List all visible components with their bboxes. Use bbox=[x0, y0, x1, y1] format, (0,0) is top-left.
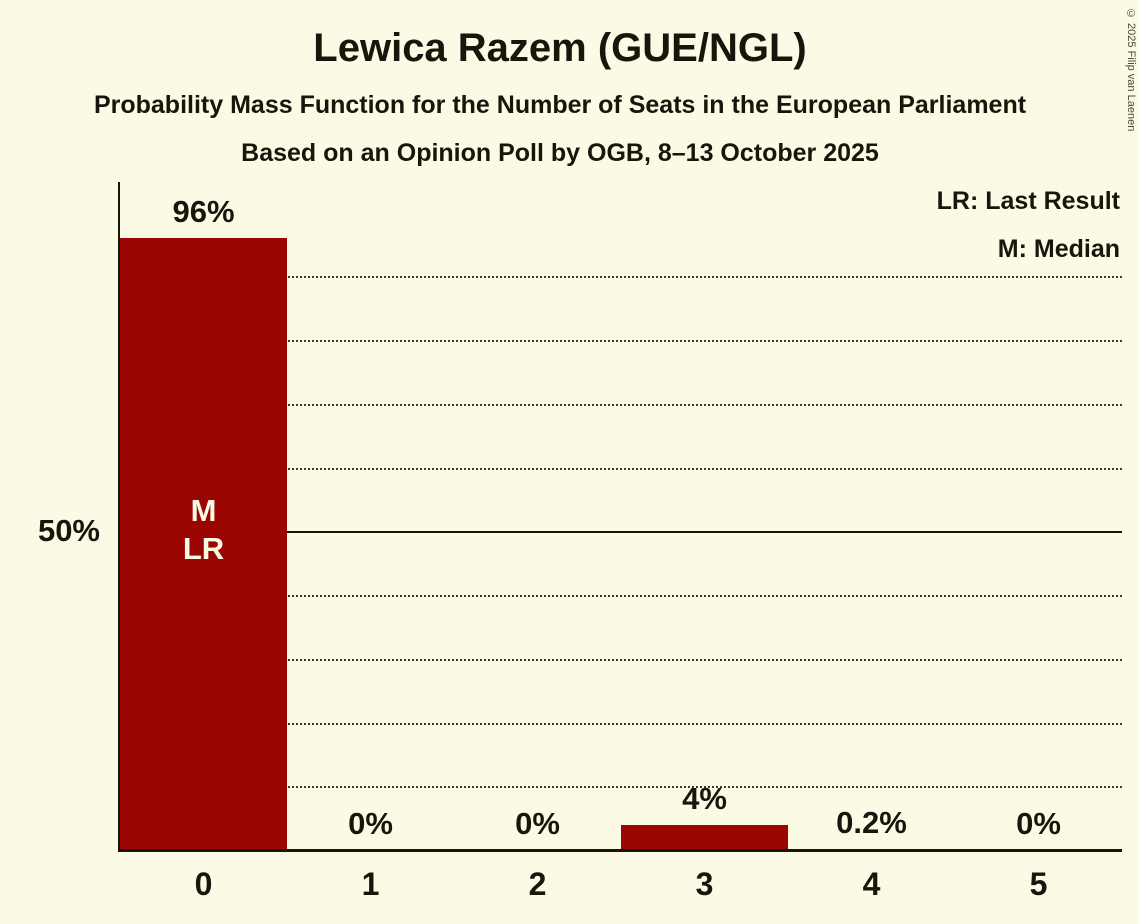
gridline-40pct bbox=[120, 595, 1122, 597]
bar-value-label-3: 4% bbox=[682, 780, 727, 816]
chart-subtitle: Probability Mass Function for the Number… bbox=[93, 91, 1027, 119]
chart-subtitle-poll-info: Based on an Opinion Poll by OGB, 8–13 Oc… bbox=[241, 139, 879, 167]
gridline-20pct bbox=[120, 722, 1122, 725]
legend-last-result: LR: Last Result bbox=[936, 187, 1120, 215]
legend-median: M: Median bbox=[997, 235, 1120, 263]
x-tick-label-1: 1 bbox=[361, 866, 380, 902]
bar-seats-0 bbox=[120, 238, 287, 850]
y-axis-line bbox=[118, 182, 120, 852]
x-tick-label-3: 3 bbox=[695, 866, 714, 902]
bar-seats-3 bbox=[621, 824, 788, 850]
bar-value-label-5: 0% bbox=[1016, 806, 1061, 841]
chart-title: Lewica Razem (GUE/NGL) bbox=[313, 26, 807, 70]
x-tick-label-4: 4 bbox=[862, 866, 881, 902]
bar-value-label-0: 96% bbox=[172, 194, 235, 229]
copyright-text: © 2025 Filip van Laenen bbox=[1125, 8, 1137, 132]
x-tick-label-0: 0 bbox=[194, 866, 213, 902]
gridline-80pct bbox=[120, 340, 1122, 342]
x-tick-label-5: 5 bbox=[1029, 866, 1048, 902]
bar-value-label-2: 0% bbox=[515, 806, 560, 841]
x-tick-label-2: 2 bbox=[528, 866, 547, 902]
gridline-60pct bbox=[120, 467, 1122, 470]
y-axis-tick-label: 50% bbox=[37, 513, 100, 548]
bar-value-label-4: 0.2% bbox=[836, 804, 907, 840]
gridline-70pct bbox=[120, 403, 1122, 406]
gridline-90pct bbox=[120, 276, 1122, 279]
x-axis-line bbox=[118, 849, 1122, 852]
gridline-50pct-solid bbox=[120, 531, 1122, 534]
bar-value-label-1: 0% bbox=[348, 806, 393, 841]
median-last-result-marker: M LR bbox=[182, 493, 225, 566]
gridline-10pct bbox=[120, 786, 1122, 789]
gridline-30pct bbox=[120, 658, 1122, 661]
